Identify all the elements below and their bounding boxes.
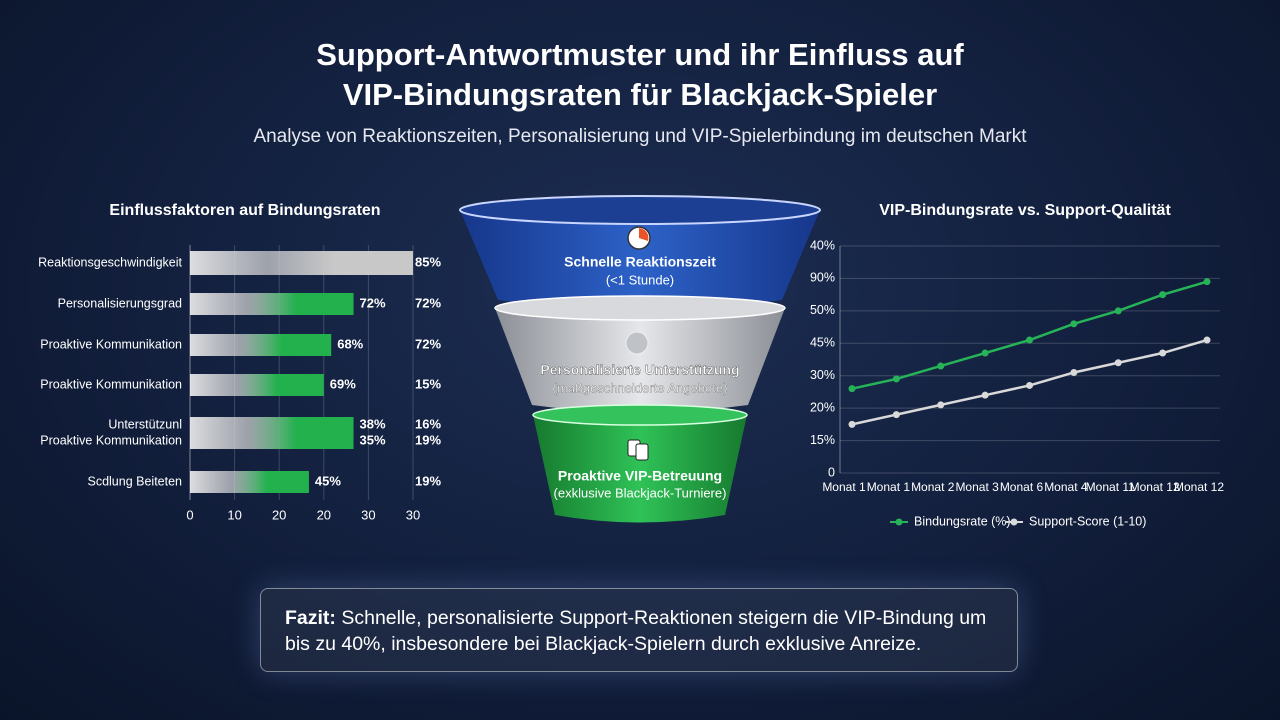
- y-tick-label: Reaktionsgeschwindigkeit: [38, 255, 182, 269]
- bar: [190, 293, 354, 315]
- line-point: [1114, 307, 1122, 315]
- funnel-subtitle: (<1 Stunde): [606, 272, 674, 287]
- y-tick-label: Proaktive Kommunikation: [40, 337, 182, 351]
- line-series: [851, 280, 1208, 390]
- x-tick-label: 30: [406, 507, 420, 522]
- bar: [190, 334, 332, 356]
- x-tick-label: 20: [317, 507, 331, 522]
- line-point: [1203, 336, 1211, 344]
- legend-label: Bindungsrate (%): [914, 514, 1011, 528]
- bar: [190, 471, 309, 493]
- legend-label: Support-Score (1-10): [1029, 514, 1146, 528]
- legend-marker: [1010, 518, 1018, 526]
- side-label: 16%: [415, 416, 441, 431]
- funnel-rim: [459, 195, 821, 225]
- y-tick-label: 15%: [810, 433, 835, 447]
- line-point: [937, 362, 945, 370]
- x-tick-label: Monat 6: [1000, 480, 1044, 494]
- x-tick-label: 30: [361, 507, 375, 522]
- bar-label: 72%: [360, 295, 386, 310]
- bar: [190, 433, 354, 449]
- conclusion-label: Fazit:: [285, 607, 336, 629]
- line-point: [892, 375, 900, 383]
- y-tick-label: 20%: [810, 400, 835, 414]
- line-point: [1159, 291, 1167, 299]
- x-tick-label: 0: [186, 507, 193, 522]
- bar-label: 38%: [360, 416, 386, 431]
- funnel-title: Personalisierte Unterstützung: [540, 362, 739, 378]
- conclusion-text: Schnelle, personalisierte Support-Reakti…: [285, 607, 987, 655]
- card-icon: [635, 443, 649, 461]
- funnel-stage: [495, 308, 785, 413]
- side-label: 15%: [415, 376, 441, 391]
- funnel-stage: [460, 210, 820, 309]
- bar-label: 68%: [337, 336, 363, 351]
- side-label: 72%: [415, 336, 441, 351]
- x-tick-label: Monat 12: [1174, 480, 1224, 494]
- stopwatch-icon: [639, 228, 649, 241]
- x-tick-label: Monat 4: [1044, 480, 1088, 494]
- line-point: [937, 401, 945, 409]
- side-label: 19%: [415, 432, 441, 447]
- line-point: [1026, 336, 1033, 344]
- y-tick-label: Scdlung Beiteten: [87, 474, 182, 488]
- funnel-rim: [532, 404, 748, 426]
- funnel: [459, 195, 821, 523]
- line-point: [981, 391, 989, 399]
- bar-label: 35%: [360, 432, 386, 447]
- chart-title: Einflussfaktoren auf Bindungsraten: [109, 202, 380, 219]
- side-label: 85%: [415, 254, 441, 269]
- x-tick-label: 10: [227, 507, 241, 522]
- line-point: [848, 385, 856, 393]
- person-icon: [625, 331, 649, 355]
- line-point: [1203, 278, 1211, 286]
- funnel-subtitle: (maßgeschneiderte Angebote): [553, 380, 728, 395]
- line-point: [1070, 320, 1078, 328]
- funnel-stage: [533, 415, 747, 523]
- bar: [190, 251, 413, 275]
- conclusion-box: Fazit: Schnelle, personalisierte Support…: [260, 588, 1018, 672]
- funnel-title: Schnelle Reaktionszeit: [564, 254, 716, 270]
- y-tick-label: 30%: [810, 368, 835, 382]
- line-point: [892, 411, 900, 419]
- chart-title: VIP-Bindungsrate vs. Support-Qualität: [879, 202, 1171, 219]
- y-tick-label: Unterstützunl: [108, 417, 182, 431]
- line-point: [848, 420, 856, 428]
- funnel-title: Proaktive VIP-Betreuung: [558, 468, 722, 484]
- bar: [190, 417, 354, 433]
- bar-label: 45%: [315, 473, 341, 488]
- y-tick-label: 45%: [810, 336, 835, 350]
- line-point: [1026, 381, 1033, 389]
- line-point: [1114, 359, 1122, 367]
- subtitle: Analyse von Reaktionszeiten, Personalisi…: [253, 126, 1027, 147]
- y-tick-label: 50%: [810, 303, 835, 317]
- legend-marker: [895, 518, 903, 526]
- side-label: 72%: [415, 295, 441, 310]
- x-tick-label: 20: [272, 507, 286, 522]
- y-tick-label: Proaktive Kommunikation: [40, 433, 182, 447]
- bar-label: 69%: [330, 376, 356, 391]
- line-point: [1159, 349, 1167, 357]
- y-tick-label: Proaktive Kommunikation: [40, 377, 182, 391]
- x-tick-label: Monat 1: [822, 480, 866, 494]
- funnel-rim: [494, 295, 786, 321]
- y-tick-label: 90%: [810, 271, 835, 285]
- x-tick-label: Monat 11: [1086, 480, 1135, 494]
- title-line: VIP-Bindungsraten für Blackjack-Spieler: [343, 77, 937, 112]
- bar: [190, 374, 324, 396]
- y-tick-label: Personalisierungsgrad: [58, 296, 182, 310]
- x-tick-label: Monat 3: [955, 480, 999, 494]
- x-tick-label: Monat 2: [911, 480, 955, 494]
- x-tick-label: Monat 1: [867, 480, 911, 494]
- title-line: Support-Antwortmuster und ihr Einfluss a…: [316, 37, 964, 72]
- funnel-subtitle: (exklusive Blackjack-Turniere): [554, 485, 727, 500]
- y-tick-label: 0: [828, 465, 835, 479]
- side-label: 19%: [415, 473, 441, 488]
- line-point: [1070, 368, 1078, 376]
- x-tick-label: Monat 12: [1130, 480, 1180, 494]
- y-tick-label: 40%: [810, 238, 835, 252]
- line-point: [981, 349, 989, 357]
